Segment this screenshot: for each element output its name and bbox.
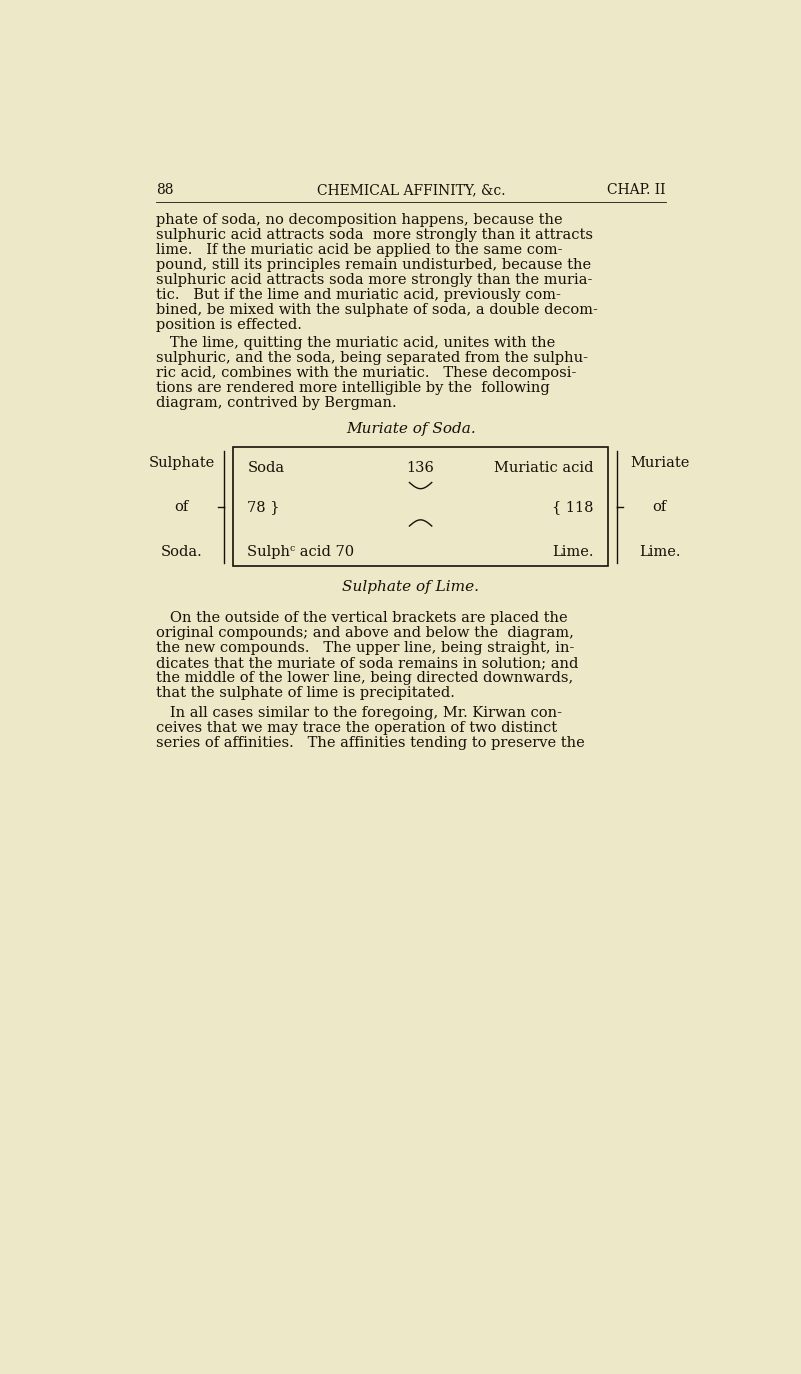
Text: sulphuric acid attracts soda more strongly than the muria-: sulphuric acid attracts soda more strong… (156, 272, 592, 287)
Text: Muriate of Soda.: Muriate of Soda. (346, 422, 476, 437)
Text: the new compounds.   The upper line, being straight, in-: the new compounds. The upper line, being… (156, 642, 574, 655)
Text: pound, still its principles remain undisturbed, because the: pound, still its principles remain undis… (156, 258, 591, 272)
Text: 88: 88 (156, 183, 174, 196)
Text: The lime, quitting the muriatic acid, unites with the: The lime, quitting the muriatic acid, un… (156, 335, 555, 350)
Text: phate of soda, no decomposition happens, because the: phate of soda, no decomposition happens,… (156, 213, 562, 227)
Text: that the sulphate of lime is precipitated.: that the sulphate of lime is precipitate… (156, 686, 455, 701)
Text: Sulphate: Sulphate (148, 456, 215, 470)
Text: tic.   But if the lime and muriatic acid, previously com-: tic. But if the lime and muriatic acid, … (156, 287, 561, 302)
Text: Muriate: Muriate (630, 456, 690, 470)
Text: Sulphate of Lime.: Sulphate of Lime. (342, 580, 480, 595)
Text: dicates that the muriate of soda remains in solution; and: dicates that the muriate of soda remains… (156, 657, 578, 671)
Text: Lime.: Lime. (639, 545, 680, 559)
Text: lime.   If the muriatic acid be applied to the same com-: lime. If the muriatic acid be applied to… (156, 243, 562, 257)
Text: the middle of the lower line, being directed downwards,: the middle of the lower line, being dire… (156, 671, 574, 686)
Text: position is effected.: position is effected. (156, 317, 302, 331)
Text: Lime.: Lime. (553, 545, 594, 559)
Text: ric acid, combines with the muriatic.   These decomposi-: ric acid, combines with the muriatic. Th… (156, 365, 576, 379)
Text: In all cases similar to the foregoing, Mr. Kirwan con-: In all cases similar to the foregoing, M… (156, 706, 562, 720)
Text: of: of (175, 500, 188, 514)
Text: tions are rendered more intelligible by the  following: tions are rendered more intelligible by … (156, 381, 549, 394)
Text: original compounds; and above and below the  diagram,: original compounds; and above and below … (156, 627, 574, 640)
Text: bined, be mixed with the sulphate of soda, a double decom-: bined, be mixed with the sulphate of sod… (156, 302, 598, 317)
Text: { 118: { 118 (553, 500, 594, 514)
Text: CHEMICAL AFFINITY, &c.: CHEMICAL AFFINITY, &c. (316, 183, 505, 196)
Text: 78 }: 78 } (248, 500, 280, 514)
Text: sulphuric, and the soda, being separated from the sulphu-: sulphuric, and the soda, being separated… (156, 350, 588, 365)
Text: Soda: Soda (248, 460, 284, 475)
Text: Sulphᶜ acid 70: Sulphᶜ acid 70 (248, 545, 355, 559)
Text: sulphuric acid attracts soda  more strongly than it attracts: sulphuric acid attracts soda more strong… (156, 228, 593, 242)
Text: diagram, contrived by Bergman.: diagram, contrived by Bergman. (156, 396, 396, 409)
Text: Muriatic acid: Muriatic acid (494, 460, 594, 475)
Text: On the outside of the vertical brackets are placed the: On the outside of the vertical brackets … (156, 611, 568, 625)
Text: 136: 136 (407, 460, 434, 475)
Text: ceives that we may trace the operation of two distinct: ceives that we may trace the operation o… (156, 721, 557, 735)
Text: series of affinities.   The affinities tending to preserve the: series of affinities. The affinities ten… (156, 736, 585, 750)
Text: Soda.: Soda. (161, 545, 203, 559)
Bar (233, 447, 608, 566)
Text: of: of (653, 500, 666, 514)
Text: CHAP. II: CHAP. II (607, 183, 666, 196)
